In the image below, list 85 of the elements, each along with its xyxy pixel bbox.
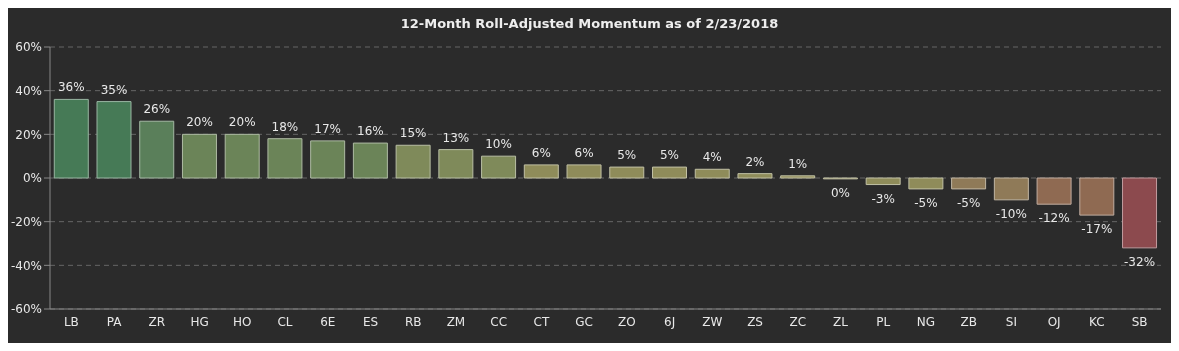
- x-tick-label: ZC: [789, 314, 807, 329]
- x-tick-label: HG: [190, 314, 209, 329]
- bar: [993, 177, 1029, 201]
- x-tick-label: SI: [1005, 314, 1018, 329]
- data-label: 17%: [314, 121, 341, 136]
- data-label: -5%: [914, 195, 938, 210]
- y-tick-label: 40%: [15, 83, 42, 98]
- x-tick-label: HO: [233, 314, 252, 329]
- data-label: 15%: [399, 126, 427, 141]
- data-label: -3%: [871, 191, 895, 206]
- x-tick-label: 6J: [664, 314, 676, 329]
- data-label: 0%: [830, 185, 850, 200]
- data-label: 20%: [228, 115, 256, 130]
- x-tick-label: RB: [404, 314, 422, 329]
- data-label: 26%: [143, 102, 171, 117]
- data-label: -32%: [1124, 254, 1156, 269]
- bar: [267, 138, 303, 179]
- bar: [780, 175, 816, 179]
- x-tick-label: SB: [1131, 314, 1148, 329]
- x-tick-label: 6E: [320, 314, 336, 329]
- x-tick-label: KC: [1089, 314, 1105, 329]
- data-label: 13%: [442, 130, 470, 145]
- bar: [1122, 177, 1158, 249]
- data-label: 4%: [702, 150, 722, 165]
- y-tick-label: -20%: [10, 214, 42, 229]
- bar: [908, 177, 944, 190]
- data-label: 1%: [788, 156, 808, 171]
- data-label: 5%: [617, 148, 637, 163]
- bar: [1036, 177, 1072, 205]
- x-tick-label: ZW: [702, 314, 723, 329]
- y-tick-label: -60%: [10, 302, 42, 317]
- y-tick-label: 60%: [15, 40, 42, 55]
- x-tick-label: CL: [277, 314, 293, 329]
- data-label: -12%: [1038, 211, 1070, 226]
- data-label: 2%: [745, 154, 765, 169]
- bar: [139, 120, 175, 179]
- y-tick-label: 0%: [22, 171, 42, 186]
- x-tick-label: CT: [533, 314, 550, 329]
- data-label: -17%: [1081, 222, 1113, 237]
- bar: [224, 133, 260, 179]
- x-tick-label: PL: [876, 314, 891, 329]
- data-label: 10%: [485, 137, 512, 152]
- bar: [609, 166, 645, 179]
- data-label: 5%: [659, 148, 680, 163]
- bar: [523, 164, 559, 179]
- x-tick-label: ZR: [148, 314, 166, 329]
- bar: [694, 168, 730, 179]
- bar: [865, 177, 901, 186]
- x-tick-label: ZM: [446, 314, 466, 329]
- x-tick-label: GC: [575, 314, 593, 329]
- bar: [53, 98, 89, 179]
- bar: [737, 173, 773, 179]
- bar: [96, 101, 132, 179]
- x-tick-label: ZO: [618, 314, 636, 329]
- chart-title: 12-Month Roll-Adjusted Momentum as of 2/23/2018: [399, 16, 780, 31]
- x-tick-label: NG: [916, 314, 936, 329]
- bar: [566, 164, 602, 179]
- data-label: 35%: [100, 82, 128, 97]
- x-tick-label: ZL: [833, 314, 849, 329]
- y-tick-label: -40%: [10, 258, 42, 273]
- bar: [652, 166, 687, 179]
- x-tick-label: CC: [490, 314, 508, 329]
- x-tick-label: ZS: [747, 314, 763, 329]
- data-label: 6%: [531, 145, 551, 160]
- data-label: 20%: [186, 115, 213, 130]
- data-label: -5%: [956, 195, 981, 210]
- x-tick-label: ZB: [960, 314, 977, 329]
- bar: [310, 140, 346, 179]
- bar: [1079, 177, 1115, 216]
- bar: [181, 133, 217, 179]
- x-tick-label: PA: [106, 314, 123, 329]
- x-tick-label: OJ: [1047, 314, 1061, 329]
- y-tick-label: 20%: [15, 127, 42, 142]
- data-label: 18%: [271, 119, 299, 134]
- x-tick-label: ES: [362, 314, 379, 329]
- x-tick-label: LB: [63, 314, 79, 329]
- bar: [951, 177, 987, 190]
- bar: [352, 142, 388, 179]
- data-label: -10%: [995, 206, 1027, 221]
- data-label: 6%: [574, 145, 594, 160]
- bar: [395, 144, 431, 179]
- bar: [481, 155, 517, 179]
- bar: [438, 149, 474, 179]
- data-label: 36%: [57, 80, 85, 95]
- data-label: 16%: [357, 124, 384, 139]
